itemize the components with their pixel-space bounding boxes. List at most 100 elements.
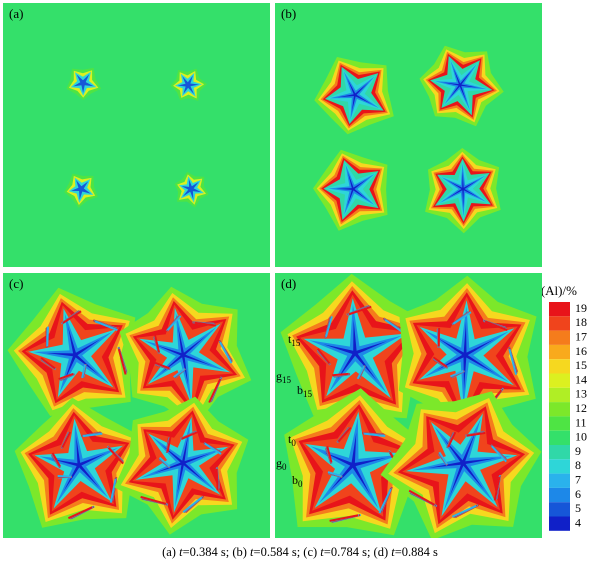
side-branch: [452, 311, 472, 325]
side-branch: [490, 445, 507, 463]
colorbar-swatch: [549, 487, 570, 503]
caption-var: t: [250, 545, 254, 559]
dendrite-layer: [181, 178, 202, 200]
side-branch: [62, 310, 82, 324]
colorbar-swatch: [549, 459, 570, 474]
side-branch: [107, 446, 124, 465]
panel: (d): [275, 273, 542, 538]
dendrite-layer: [46, 326, 101, 381]
dendrite-layer: [73, 74, 94, 94]
colorbar-tick-label: 14: [575, 372, 587, 386]
dendrite-layer: [323, 432, 386, 495]
colorbar-tick-label: 9: [575, 444, 581, 458]
side-branch: [451, 504, 477, 518]
colorbar-swatch: [549, 359, 570, 374]
annotation-letter: t: [288, 332, 292, 346]
dendrite-layer: [323, 319, 388, 381]
panel-background: [3, 3, 270, 267]
side-branch: [332, 372, 349, 377]
dendrites: [7, 286, 252, 535]
colorbar-swatch: [549, 516, 570, 531]
side-branch: [378, 488, 392, 514]
side-branch: [204, 442, 222, 455]
side-branch: [61, 431, 72, 449]
annotation-sub: 15: [303, 389, 313, 399]
colorbar-swatch: [549, 430, 570, 445]
annotation-sub: 0: [291, 438, 296, 448]
side-branch: [329, 514, 359, 522]
side-branch: [182, 496, 203, 513]
annotation-sub: 15: [282, 375, 292, 385]
dendrite-layer: [177, 75, 200, 95]
dendrite-layer: [447, 171, 479, 208]
colorbar-tick-label: 5: [575, 501, 581, 515]
caption: (a) t=0.384 s; (b) t=0.584 s; (c) t=0.78…: [162, 545, 438, 559]
side-branch: [67, 506, 93, 520]
colorbar-tick-label: 10: [575, 430, 587, 444]
side-branch: [57, 474, 72, 478]
annotation-letter: b: [292, 473, 298, 487]
side-branch: [438, 451, 448, 465]
annotation: b15: [297, 383, 313, 399]
dendrite-layer: [71, 179, 91, 201]
side-branch: [337, 426, 352, 443]
dendrites: [64, 67, 209, 208]
caption-post: =0.584 s;: [254, 545, 304, 559]
dendrite-layer: [437, 321, 496, 391]
colorbar-tick-label: 12: [575, 401, 587, 415]
side-branch: [94, 320, 118, 331]
side-branch: [166, 436, 172, 453]
label-rest: (Al)/%: [541, 283, 577, 298]
side-branch: [508, 348, 518, 375]
colorbar-tick-label: 19: [575, 301, 587, 315]
side-branch: [408, 489, 436, 506]
dendrites: [280, 273, 542, 538]
dendrite-layer: [154, 434, 211, 494]
colorbar-swatch: [549, 502, 570, 517]
side-branch: [81, 364, 87, 379]
dendrite-layer: [442, 68, 479, 103]
dendrite-layer: [33, 313, 113, 393]
side-branch: [316, 348, 331, 365]
side-branch: [166, 315, 182, 332]
colorbar-swatch: [549, 302, 570, 317]
annotation-letter: g: [276, 369, 282, 383]
annotation: g0: [276, 456, 287, 472]
colorbar-tick-label: 16: [575, 344, 587, 358]
annotation: t15: [288, 332, 301, 348]
colorbar-tick-label: 4: [575, 515, 581, 529]
side-branch: [348, 305, 372, 316]
side-branch: [484, 320, 508, 332]
colorbar-swatch: [549, 402, 570, 417]
panel: (b): [275, 3, 542, 267]
annotation: t0: [288, 432, 296, 448]
side-branch: [466, 431, 486, 437]
annotation-sub: 0: [298, 479, 303, 489]
panel: (a): [3, 3, 270, 267]
annotation-letter: b: [297, 383, 303, 397]
caption-pre: (c): [303, 545, 320, 559]
side-branch: [117, 348, 127, 375]
colorbar-tick-label: 6: [575, 487, 581, 501]
side-branch: [58, 373, 74, 380]
side-branch: [158, 456, 171, 468]
side-branch: [219, 341, 233, 364]
side-branch: [40, 357, 56, 370]
caption-post: =0.884 s: [395, 545, 438, 559]
colorbar-tick-label: 15: [575, 358, 587, 372]
dendrite-layer: [336, 172, 368, 207]
side-branch: [140, 495, 167, 505]
side-branch: [447, 431, 457, 448]
side-branch: [432, 356, 448, 368]
panel: (c): [3, 273, 270, 538]
side-branch: [154, 335, 161, 353]
side-branch: [173, 368, 186, 378]
panel-label: (b): [281, 6, 296, 21]
colorbar-tick-label: 17: [575, 330, 587, 344]
panel-label: (a): [9, 6, 23, 21]
colorbar-swatch: [549, 330, 570, 345]
colorbar-swatch: [549, 473, 570, 488]
colorbar-swatch: [549, 445, 570, 460]
side-branch: [109, 478, 117, 503]
side-branch: [450, 370, 464, 378]
